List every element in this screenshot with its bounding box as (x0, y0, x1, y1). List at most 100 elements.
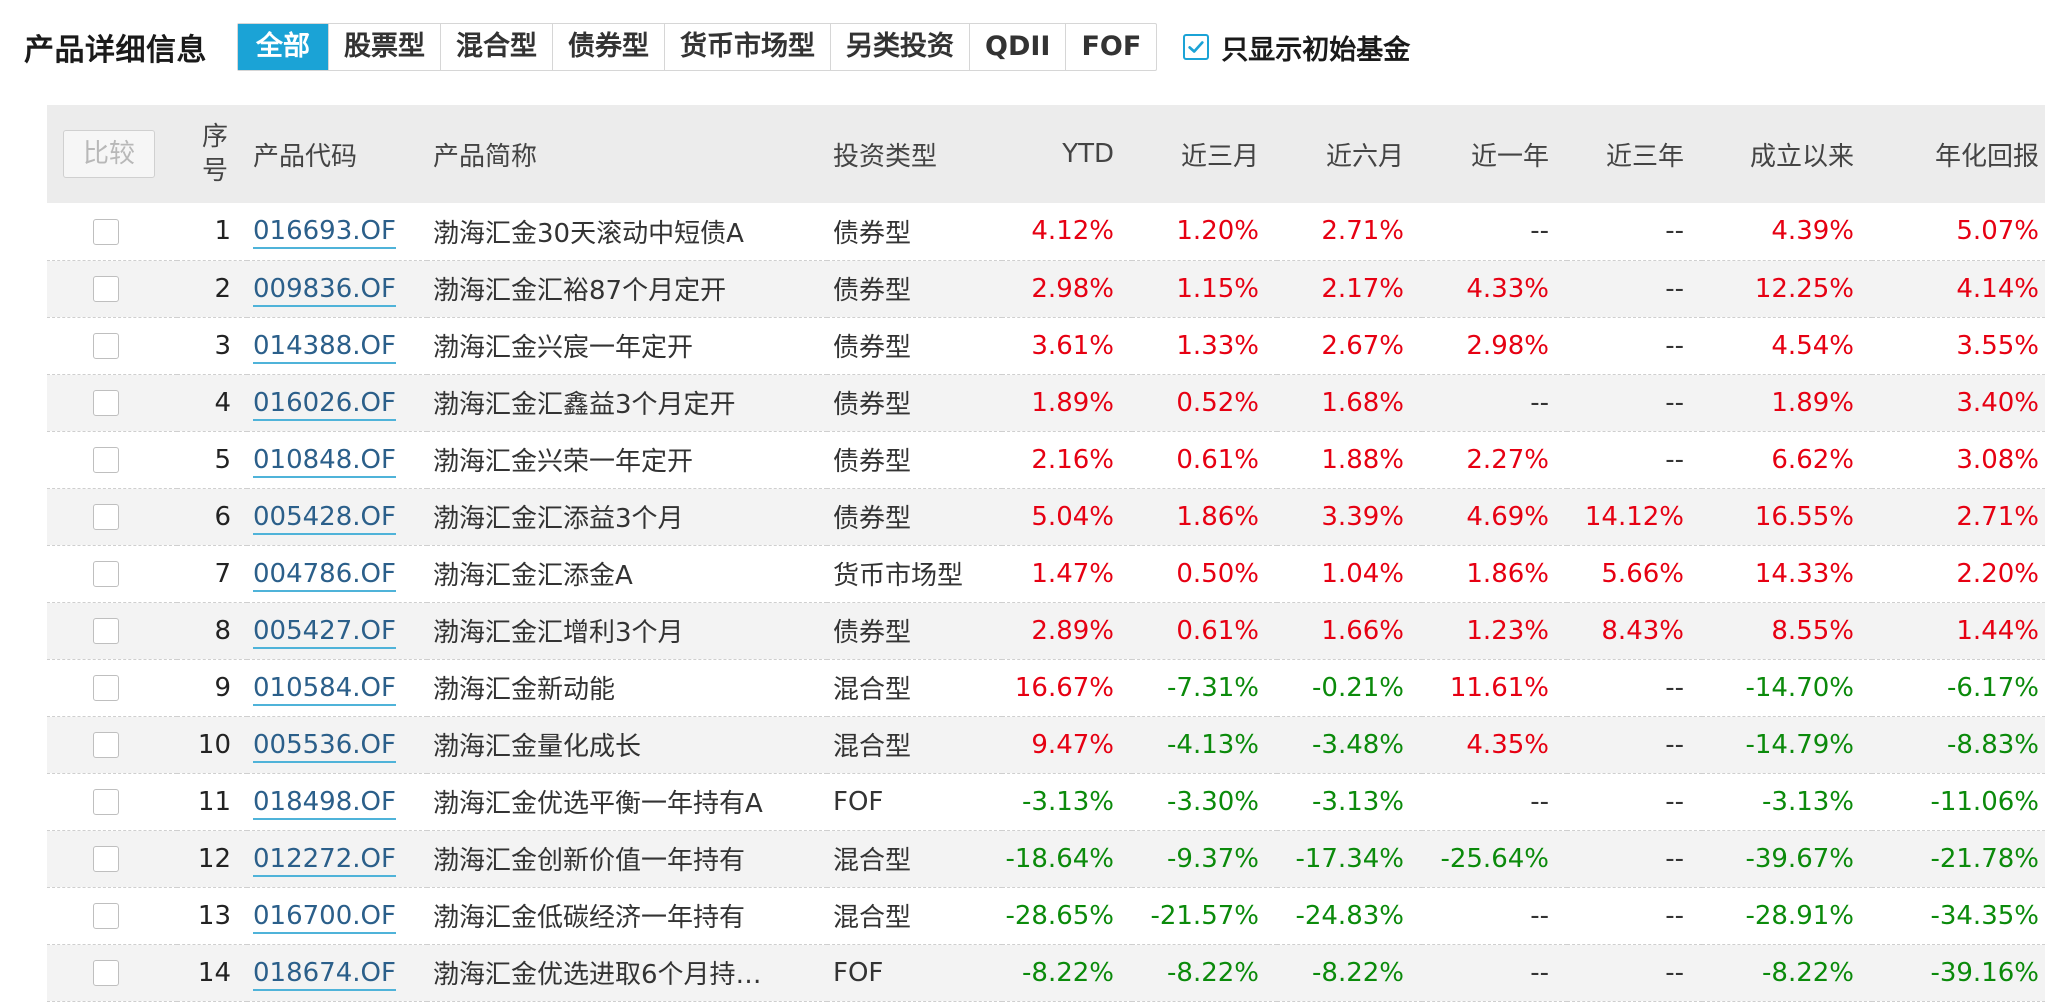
ytd-cell: -8.22% (1022, 957, 1114, 988)
return-3m-cell: 0.52% (1176, 387, 1259, 418)
tab-alternative[interactable]: 另类投资 (830, 24, 969, 70)
row-checkbox[interactable] (93, 846, 119, 872)
row-index: 13 (197, 900, 231, 931)
column-header-1y[interactable]: 近一年 (1470, 141, 1549, 172)
fund-code-link[interactable]: 018498.OF (253, 786, 396, 820)
row-checkbox[interactable] (93, 960, 119, 986)
row-select-cell (47, 545, 177, 602)
fund-table: 比较 序号 产品代码 产品简称 投资类型 YTD 近三月 近六月 近一年 近三年… (47, 105, 2045, 1002)
since-inception-cell: -39.67% (1745, 843, 1854, 874)
fund-code-link[interactable]: 014388.OF (253, 330, 396, 364)
column-header-6m[interactable]: 近六月 (1325, 141, 1404, 172)
fund-code-link[interactable]: 016026.OF (253, 387, 396, 421)
ytd-cell: 9.47% (1031, 729, 1114, 760)
row-checkbox[interactable] (93, 789, 119, 815)
column-header-type[interactable]: 投资类型 (833, 141, 938, 172)
column-header-name[interactable]: 产品简称 (433, 141, 538, 172)
tab-all[interactable]: 全部 (238, 24, 328, 70)
return-1y-cell: -- (1530, 786, 1549, 817)
tab-bond[interactable]: 债券型 (552, 24, 664, 70)
row-checkbox[interactable] (93, 447, 119, 473)
tab-money-market[interactable]: 货币市场型 (664, 24, 830, 70)
row-checkbox[interactable] (93, 618, 119, 644)
fund-code-cell: 016693.OF (247, 203, 427, 260)
fund-code-link[interactable]: 010848.OF (253, 444, 396, 478)
initial-fund-filter[interactable]: 只显示初始基金 (1183, 28, 1410, 67)
column-header-ytd[interactable]: YTD (1062, 139, 1114, 169)
row-index: 3 (214, 330, 231, 361)
fund-code-link[interactable]: 016693.OF (253, 216, 396, 250)
column-header-3m[interactable]: 近三月 (1180, 141, 1259, 172)
fund-name: 渤海汇金汇鑫益3个月定开 (433, 390, 736, 420)
annualized-return-cell: -8.83% (1947, 729, 2039, 760)
row-checkbox[interactable] (93, 903, 119, 929)
return-1y-cell: -- (1530, 900, 1549, 931)
tab-stock[interactable]: 股票型 (328, 24, 440, 70)
row-select-cell (47, 887, 177, 944)
fund-code-cell: 018498.OF (247, 773, 427, 830)
fund-name: 渤海汇金低碳经济一年持有 (433, 903, 746, 933)
row-checkbox[interactable] (93, 218, 119, 245)
tab-fof[interactable]: FOF (1065, 24, 1156, 70)
column-header-3y[interactable]: 近三年 (1605, 141, 1684, 172)
fund-type: 混合型 (833, 903, 912, 933)
return-6m-cell: 2.71% (1321, 216, 1404, 247)
fund-code-link[interactable]: 016700.OF (253, 900, 396, 934)
since-inception-cell: 16.55% (1754, 501, 1854, 532)
fund-code-link[interactable]: 009836.OF (253, 273, 396, 307)
row-checkbox[interactable] (93, 333, 119, 359)
annualized-return-cell: 2.71% (1956, 501, 2039, 532)
filter-label: 只显示初始基金 (1221, 34, 1411, 66)
column-header-code[interactable]: 产品代码 (253, 141, 358, 172)
row-checkbox[interactable] (93, 561, 119, 587)
return-3y-cell: -- (1665, 387, 1684, 418)
column-header-annualized[interactable]: 年化回报 (1934, 141, 2039, 172)
fund-name: 渤海汇金汇添益3个月 (433, 504, 684, 534)
fund-code-link[interactable]: 004786.OF (253, 558, 396, 592)
checkbox-checked-icon[interactable] (1183, 34, 1210, 60)
row-checkbox[interactable] (93, 390, 119, 416)
compare-button[interactable]: 比较 (63, 130, 155, 178)
fund-type: 债券型 (833, 333, 912, 363)
row-checkbox[interactable] (93, 276, 119, 302)
tab-qdii[interactable]: QDII (969, 24, 1065, 70)
return-6m-cell: 3.39% (1321, 501, 1404, 532)
fund-code-link[interactable]: 005536.OF (253, 729, 396, 763)
return-1y-cell: 1.86% (1466, 558, 1549, 589)
since-inception-cell: -14.70% (1745, 672, 1854, 703)
fund-code-link[interactable]: 018674.OF (253, 957, 396, 991)
row-index: 7 (214, 558, 231, 589)
fund-name: 渤海汇金优选进取6个月持… (433, 960, 762, 990)
fund-name: 渤海汇金汇添金A (433, 561, 633, 591)
return-3m-cell: 1.86% (1176, 501, 1259, 532)
annualized-return-cell: -11.06% (1930, 786, 2039, 817)
fund-code-cell: 004786.OF (247, 545, 427, 602)
row-checkbox[interactable] (93, 504, 119, 530)
column-header-since-inception[interactable]: 成立以来 (1749, 141, 1854, 172)
fund-code-cell: 018674.OF (247, 944, 427, 1001)
fund-code-cell: 014388.OF (247, 317, 427, 374)
top-bar: 产品详细信息 全部 股票型 混合型 债券型 货币市场型 另类投资 QDII FO… (24, 22, 1410, 72)
since-inception-cell: -8.22% (1762, 957, 1854, 988)
row-index: 9 (214, 672, 231, 703)
return-6m-cell: -3.48% (1312, 729, 1404, 760)
annualized-return-cell: 3.40% (1956, 387, 2039, 418)
index-header-label: 序号 (201, 122, 228, 186)
fund-code-link[interactable]: 012272.OF (253, 843, 396, 877)
return-3y-cell: 14.12% (1584, 501, 1684, 532)
return-1y-cell: 11.61% (1449, 672, 1549, 703)
ytd-cell: 2.89% (1031, 615, 1114, 646)
row-index: 12 (197, 843, 231, 874)
annualized-return-cell: -21.78% (1930, 843, 2039, 874)
row-checkbox[interactable] (93, 732, 119, 758)
fund-code-link[interactable]: 005427.OF (253, 615, 396, 649)
fund-code-link[interactable]: 010584.OF (253, 672, 396, 706)
since-inception-cell: -28.91% (1745, 900, 1854, 931)
row-checkbox[interactable] (93, 675, 119, 701)
row-select-cell (47, 488, 177, 545)
tab-hybrid[interactable]: 混合型 (440, 24, 552, 70)
since-inception-cell: -3.13% (1762, 786, 1854, 817)
annualized-return-cell: 2.20% (1956, 558, 2039, 589)
row-select-cell (47, 773, 177, 830)
fund-code-link[interactable]: 005428.OF (253, 501, 396, 535)
